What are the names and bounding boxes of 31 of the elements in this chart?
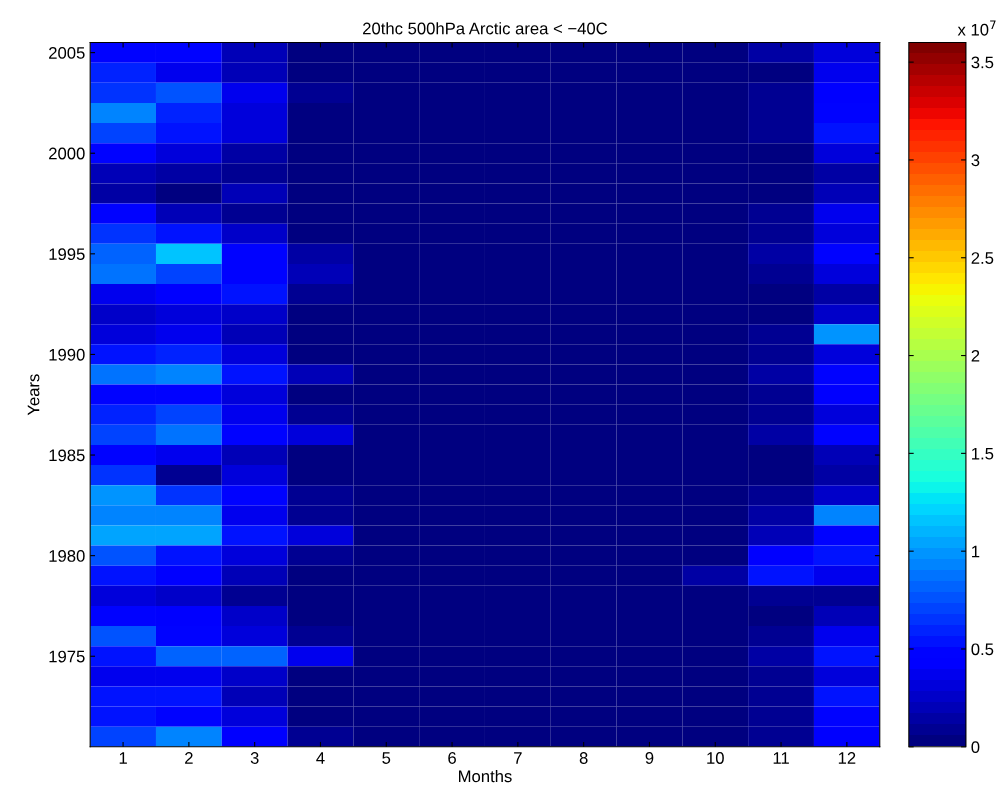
x-tick-label: 3 <box>250 752 259 764</box>
y-tick-label: 1985 <box>49 449 85 462</box>
y-tick-label: 1990 <box>49 348 85 361</box>
color-bar-title: x 10$^{7}$ <box>957 20 996 36</box>
x-tick-label: 8 <box>579 752 588 764</box>
color-bar-label: 2 <box>971 349 980 362</box>
x-tick-label: 12 <box>838 752 856 764</box>
y-tick-label: 1995 <box>49 248 85 261</box>
color-bar-label: 0 <box>971 741 980 753</box>
color-bar-label: 3.5 <box>971 56 994 69</box>
color-bar-label: 1.5 <box>972 447 994 460</box>
x-tick-label: 5 <box>382 752 391 764</box>
y-tick-label: 2005 <box>49 47 85 59</box>
x-tick-label: 9 <box>645 752 654 764</box>
x-axis-title: Months <box>459 769 512 783</box>
y-tick-label: 1980 <box>49 550 85 562</box>
x-tick-label: 1 <box>119 752 127 764</box>
x-tick-label: 6 <box>448 752 456 764</box>
color-bar-label: 3 <box>971 154 980 167</box>
y-tick-label: 1975 <box>49 650 85 663</box>
x-tick-label: 10 <box>707 752 724 764</box>
x-tick-label: 2 <box>185 752 193 764</box>
chart-title: 20thc 500hPa Arctic area < −40C <box>363 22 608 35</box>
color-bar-label: 2.5 <box>971 252 994 264</box>
y-tick-label: 2000 <box>49 147 85 160</box>
x-tick-label: 11 <box>773 752 789 764</box>
x-tick-label: 7 <box>514 752 522 764</box>
color-bar-label: 1 <box>972 545 980 558</box>
color-bar-label: 0.5 <box>971 643 994 656</box>
x-tick-label: 4 <box>316 752 325 764</box>
y-axis-title: Years <box>27 374 40 416</box>
